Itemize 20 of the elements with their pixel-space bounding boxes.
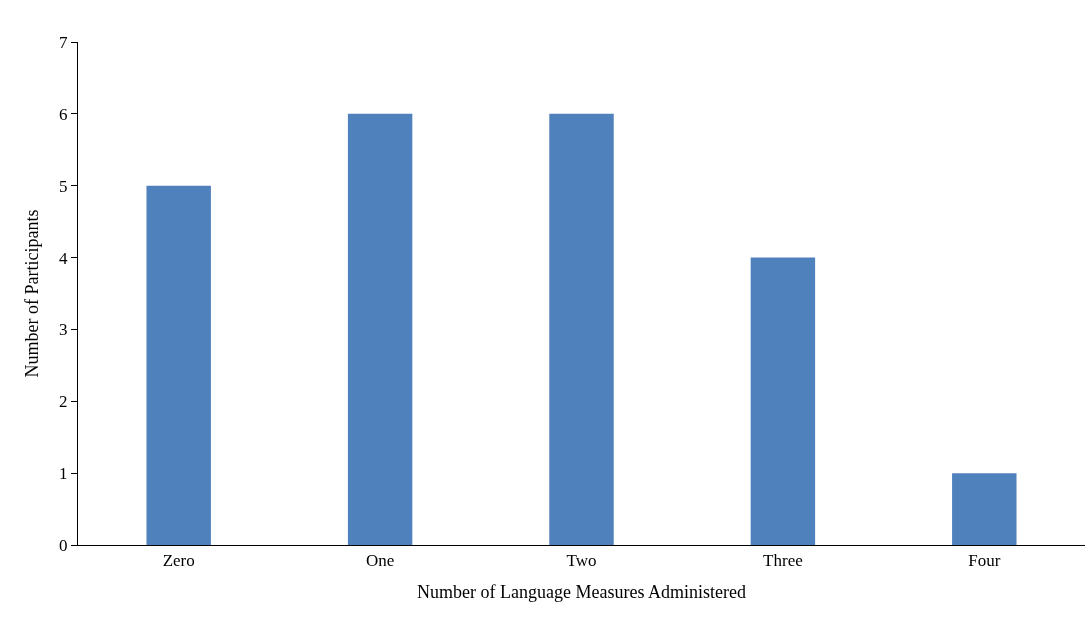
x-axis-title: Number of Language Measures Administered (417, 581, 746, 602)
y-tick-label: 1 (59, 464, 68, 484)
y-tick-label: 4 (59, 248, 69, 268)
x-tick-label: Zero (162, 551, 195, 571)
bar (347, 113, 413, 545)
bar (146, 185, 211, 545)
y-tick-label: 6 (59, 104, 68, 124)
y-axis-title: Number of Participants (22, 209, 43, 378)
bar (952, 473, 1017, 545)
y-tick-label: 5 (59, 176, 68, 196)
bar (549, 113, 614, 545)
x-tick-label: Two (566, 551, 597, 571)
x-tick-label: Four (968, 551, 1001, 571)
x-tick-label: Three (763, 551, 803, 571)
x-tick-label: One (365, 551, 395, 571)
y-tick-label: 2 (59, 392, 68, 412)
y-tick-label: 0 (59, 535, 68, 555)
bar (750, 257, 816, 545)
y-tick-label: 3 (59, 320, 68, 340)
y-tick-label: 7 (59, 32, 69, 52)
